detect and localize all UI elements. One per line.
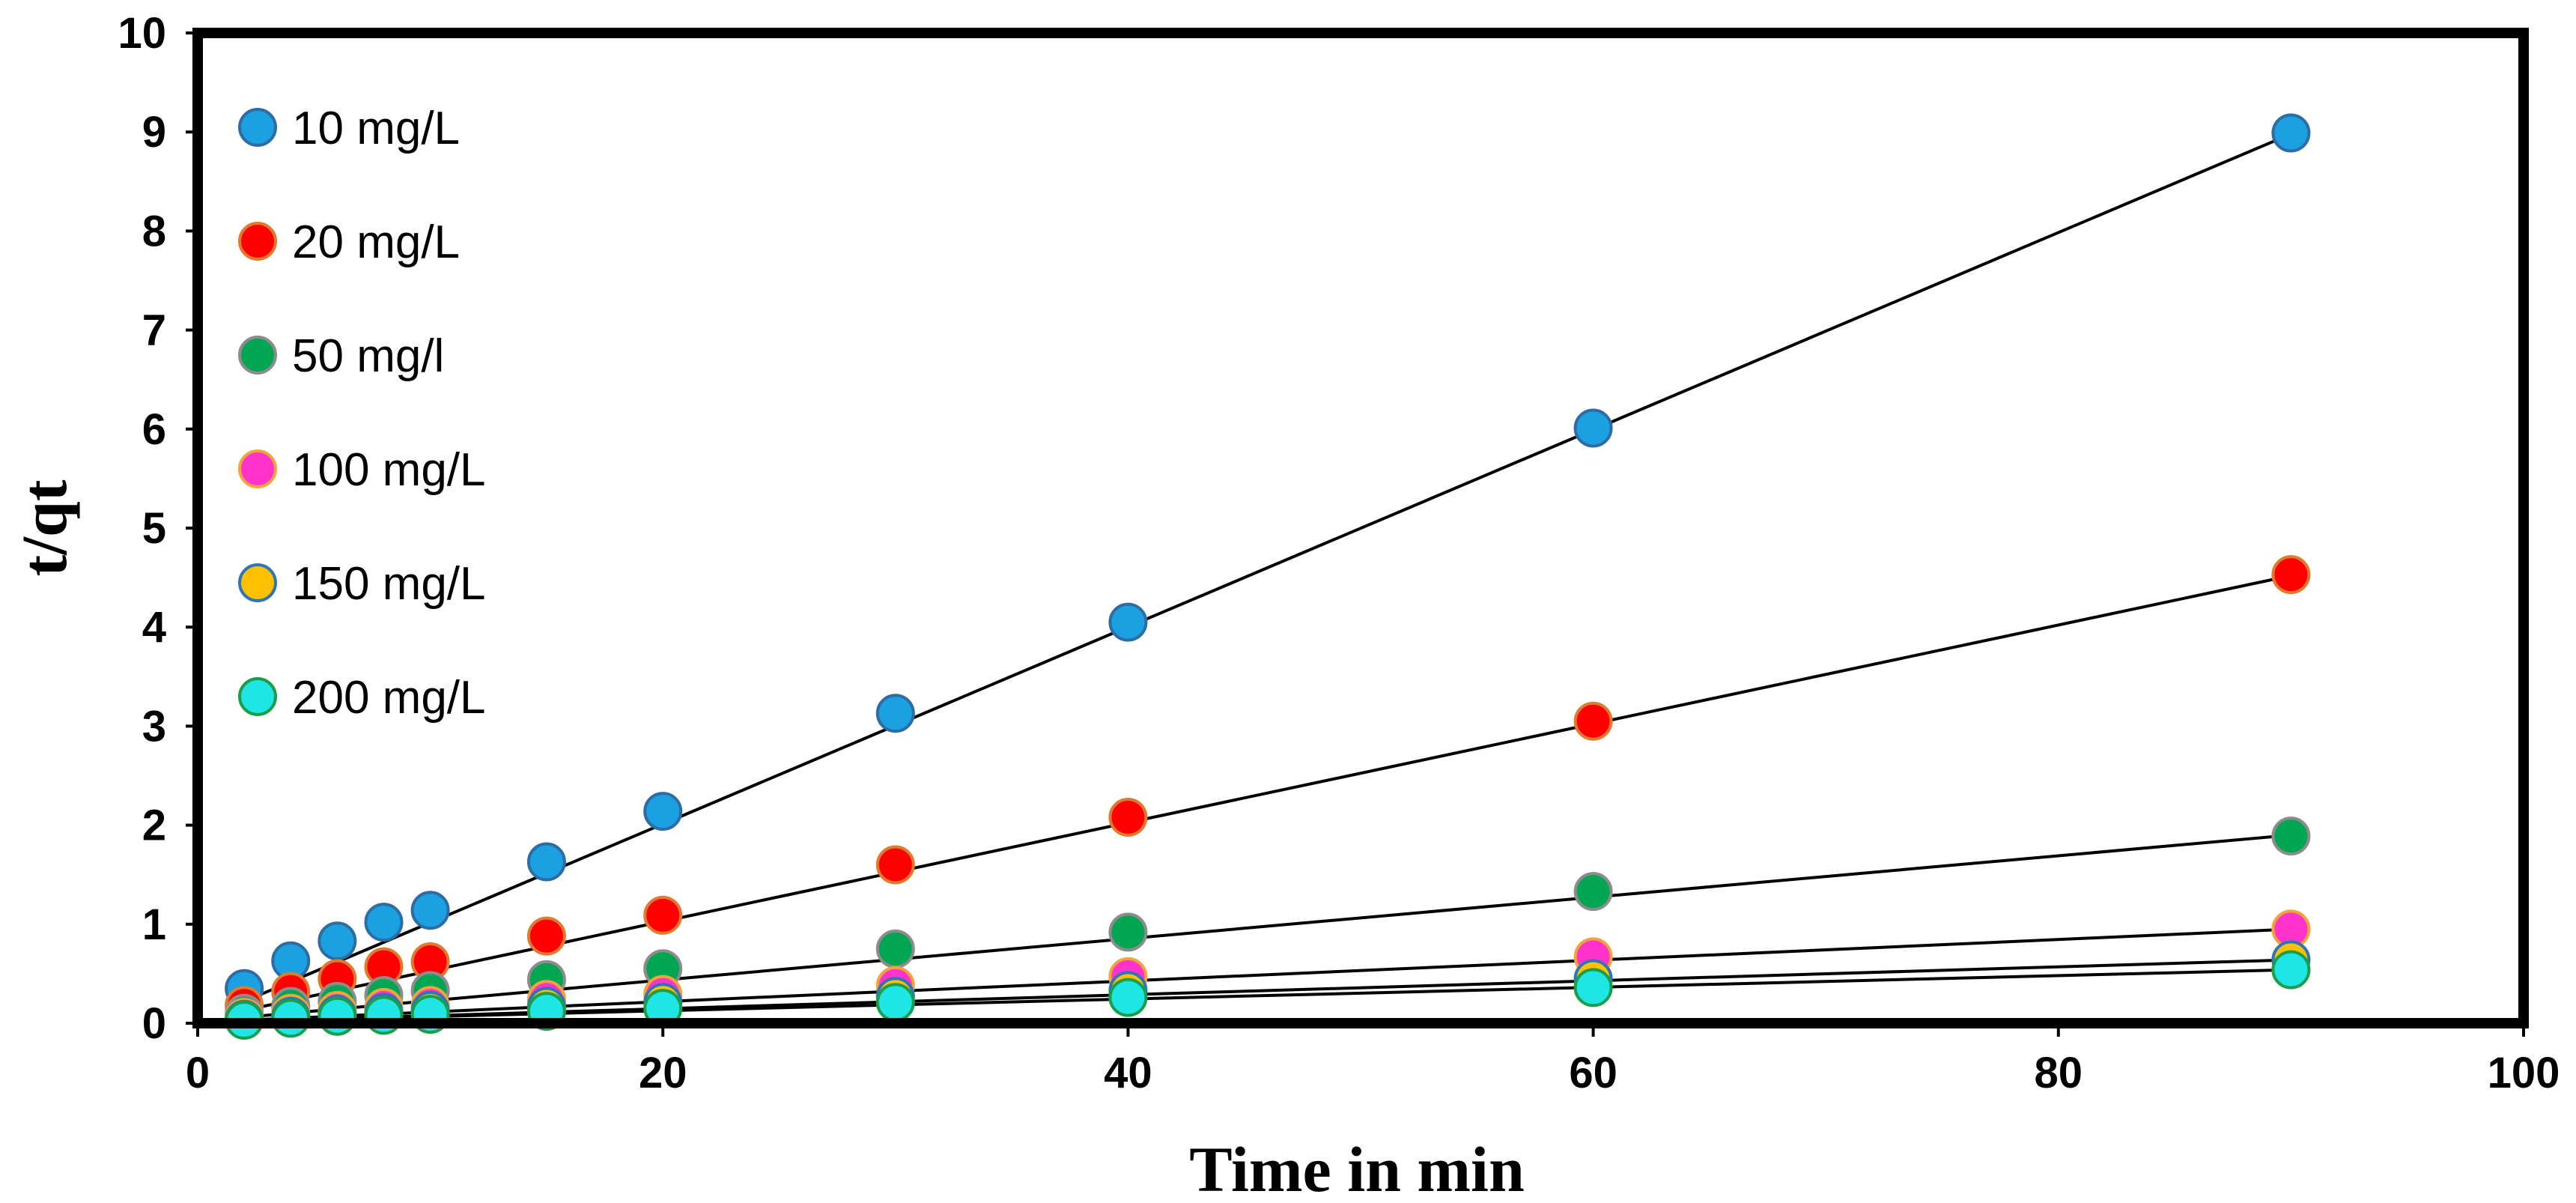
- data-point: [318, 996, 357, 1036]
- data-point: [1573, 872, 1613, 912]
- x-axis-ticks: 0 20 40 60 80 100: [186, 1023, 2560, 1097]
- legend-label: 50 mg/l: [292, 330, 444, 382]
- fit-line: [244, 958, 2291, 1023]
- data-point: [1573, 408, 1613, 448]
- data-point: [410, 891, 450, 930]
- legend-marker: [238, 108, 277, 147]
- fit-line: [244, 968, 2291, 1023]
- y-tick-label: 2: [142, 802, 166, 850]
- y-axis-ticks: 0 1 2 3 4 5 6 7 8 9 10: [118, 9, 198, 1048]
- y-tick-label: 6: [142, 405, 166, 454]
- fit-line: [243, 833, 2291, 1019]
- y-tick-label: 8: [142, 207, 166, 255]
- data-point: [1108, 798, 1148, 837]
- y-tick-label: 9: [142, 108, 166, 157]
- y-tick-label: 7: [142, 306, 166, 355]
- y-tick-label: 10: [118, 9, 166, 58]
- data-point: [1108, 912, 1148, 952]
- data-point: [526, 916, 566, 956]
- legend-label: 10 mg/L: [292, 103, 460, 154]
- data-point: [1573, 701, 1613, 741]
- fit-line: [244, 927, 2291, 1022]
- data-point: [2271, 816, 2311, 856]
- legend-marker: [238, 677, 277, 716]
- data-point: [526, 842, 566, 882]
- fit-line: [243, 133, 2292, 1003]
- data-point: [1108, 602, 1148, 642]
- legend-marker: [238, 336, 277, 375]
- data-point: [1573, 968, 1613, 1007]
- fit-lines: [243, 133, 2292, 1023]
- data-point: [2271, 950, 2311, 990]
- legend-marker: [238, 449, 277, 488]
- data-point: [875, 694, 915, 733]
- x-tick-label: 100: [2488, 1049, 2560, 1097]
- legend-label: 20 mg/L: [292, 216, 460, 268]
- data-point: [875, 983, 915, 1022]
- fit-line: [243, 574, 2291, 1012]
- legend-label: 150 mg/L: [292, 558, 486, 610]
- x-tick-label: 40: [1104, 1049, 1152, 1097]
- y-tick-label: 4: [142, 603, 166, 652]
- data-point: [2271, 555, 2311, 595]
- data-point: [364, 903, 404, 942]
- x-tick-label: 60: [1569, 1049, 1617, 1097]
- data-point: [1108, 978, 1148, 1017]
- legend-marker: [238, 222, 277, 261]
- legend: 10 mg/L 20 mg/L 50 mg/l 100 mg/L 150 mg/L 200…: [238, 103, 486, 724]
- data-point: [643, 792, 683, 831]
- x-tick-label: 0: [186, 1049, 210, 1097]
- data-point: [875, 929, 915, 969]
- data-point: [2271, 113, 2311, 153]
- y-tick-label: 3: [142, 702, 166, 751]
- x-tick-label: 20: [639, 1049, 687, 1097]
- y-tick-label: 1: [142, 900, 166, 949]
- y-axis-title: t/qt: [8, 479, 80, 576]
- x-tick-label: 80: [2035, 1049, 2083, 1097]
- legend-marker: [238, 563, 277, 602]
- legend-label: 200 mg/L: [292, 672, 486, 724]
- data-point: [318, 921, 357, 961]
- data-point: [875, 845, 915, 885]
- legend-label: 100 mg/L: [292, 444, 486, 496]
- y-tick-label: 5: [142, 504, 166, 553]
- data-point: [643, 895, 683, 935]
- x-axis-title: Time in min: [1189, 1133, 1525, 1203]
- y-tick-label: 0: [142, 999, 166, 1048]
